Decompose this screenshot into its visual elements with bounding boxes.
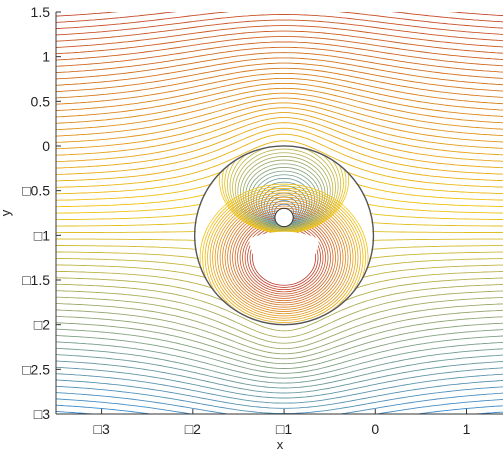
series-line — [56, 12, 503, 30]
series-line — [232, 146, 336, 231]
series-line — [47, 0, 503, 10]
series-line — [240, 156, 329, 229]
series-line — [56, 127, 503, 175]
series-line — [56, 12, 503, 23]
series-line — [56, 290, 503, 338]
series-line — [56, 328, 503, 369]
y-tick-label: □2.5 — [22, 361, 50, 377]
series-line — [56, 392, 503, 414]
series-line — [56, 14, 503, 36]
series-line — [209, 192, 359, 323]
y-tick-label: □0.5 — [22, 183, 50, 199]
series-line — [56, 122, 503, 169]
x-tick-label: 1 — [463, 421, 471, 437]
x-tick-label: □2 — [185, 421, 201, 437]
y-tick-label: □1 — [34, 227, 50, 243]
source-hole — [274, 207, 294, 228]
series-line — [56, 341, 503, 379]
series-line — [217, 198, 351, 317]
series-line — [47, 0, 503, 4]
y-tick-label: 0.5 — [31, 93, 51, 109]
series-line — [212, 194, 356, 321]
series-line — [229, 146, 339, 231]
series-line — [56, 283, 503, 332]
series-line — [56, 322, 503, 365]
x-tick-label: □1 — [276, 421, 292, 437]
series-line — [56, 117, 503, 163]
series-line — [56, 57, 503, 86]
series-line — [56, 62, 503, 93]
series-line — [224, 205, 344, 310]
series-line — [56, 102, 503, 143]
boundary-circle — [193, 145, 375, 326]
series-line — [222, 203, 346, 312]
y-tick-label: □3 — [34, 406, 50, 422]
series-line — [56, 97, 503, 137]
y-tick-label: 1 — [42, 49, 50, 65]
series-line — [56, 19, 503, 42]
y-tick-label: □1.5 — [22, 272, 50, 288]
series-line — [56, 140, 503, 188]
series-line — [202, 185, 366, 324]
x-axis-title: x — [277, 437, 284, 452]
series-line — [237, 152, 331, 230]
series-line — [234, 148, 334, 230]
series-line — [56, 379, 503, 409]
series-line — [56, 404, 503, 414]
series-line — [56, 133, 503, 182]
series-line — [56, 72, 503, 105]
series-line — [56, 12, 503, 17]
y-ticks: 1.5 1 0.5 0 □0.5 □1 □1.5 □2 □2.5 □3 — [22, 4, 61, 422]
series-line — [56, 36, 503, 61]
series-line — [56, 30, 503, 55]
series-line — [56, 112, 503, 156]
series-line — [56, 309, 503, 355]
series-line — [56, 315, 503, 360]
series-line — [56, 360, 503, 394]
y-axis-title: y — [0, 209, 13, 216]
series-line — [56, 366, 503, 399]
series-line — [56, 398, 503, 414]
series-line — [56, 77, 503, 112]
series-line — [56, 25, 503, 48]
y-tick-label: 1.5 — [31, 4, 51, 20]
series-line — [56, 347, 503, 384]
series-line — [56, 373, 503, 404]
series-line — [56, 67, 503, 99]
y-tick-label: 0 — [42, 138, 50, 154]
x-tick-label: □3 — [93, 421, 109, 437]
series-line — [56, 82, 503, 118]
x-ticks: □3 □2 □1 0 1 — [93, 409, 471, 437]
series-line — [56, 354, 503, 389]
series-line — [56, 303, 503, 350]
series-line — [56, 41, 503, 67]
series-line — [207, 190, 361, 324]
series-line — [56, 92, 503, 131]
series-line — [56, 335, 503, 374]
series-line — [204, 188, 364, 324]
series-line — [56, 52, 503, 80]
series-line — [56, 385, 503, 414]
series-line — [226, 146, 342, 232]
series-line — [56, 296, 503, 344]
series-line — [214, 196, 354, 319]
axes: □3 □2 □1 0 1 1.5 1 0.5 0 □0.5 □1 □1.5 □2 □2.5 □3 x y — [0, 4, 503, 452]
series-line — [219, 201, 349, 315]
series-line — [242, 159, 326, 228]
series-line — [56, 87, 503, 124]
series-line — [56, 107, 503, 150]
sink-hole — [249, 231, 319, 274]
plot-area — [47, 0, 503, 414]
y-tick-label: □2 — [34, 317, 50, 333]
x-tick-label: 0 — [371, 421, 379, 437]
series-line — [199, 183, 369, 324]
series-line — [56, 46, 503, 74]
